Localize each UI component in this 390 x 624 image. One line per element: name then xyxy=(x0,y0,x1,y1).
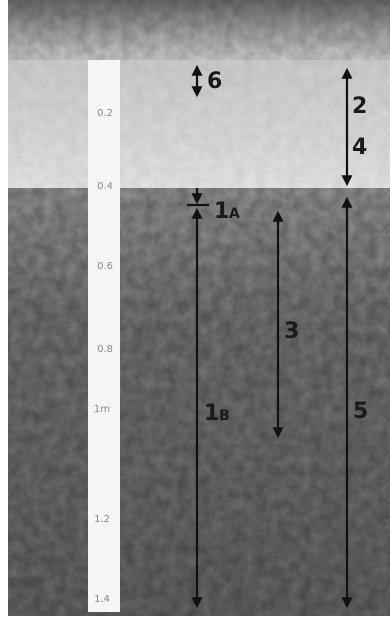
marker-label: 3 xyxy=(284,319,299,344)
ruler xyxy=(88,60,120,612)
lower-texture xyxy=(8,188,390,616)
ruler-label: 0.6 xyxy=(97,261,113,272)
grass-texture xyxy=(8,0,390,62)
marker-label: 1 xyxy=(204,401,219,426)
ruler-label: 0.4 xyxy=(97,181,113,192)
marker-label: 1 xyxy=(214,199,229,224)
marker-label: 4 xyxy=(352,135,367,160)
marker-sub: A xyxy=(229,206,240,222)
ruler-label: 0.8 xyxy=(97,344,113,355)
marker-label: 2 xyxy=(352,94,367,119)
ruler-label: 1.2 xyxy=(94,514,110,525)
ruler-label: 1.4 xyxy=(94,594,110,605)
marker-sub: B xyxy=(219,408,230,424)
upper-texture xyxy=(8,60,390,190)
marker-label: 6 xyxy=(207,69,222,94)
marker-label: 5 xyxy=(353,399,368,424)
ruler-label: 1m xyxy=(94,404,110,415)
soil-profile: 0.2 0.4 0.6 0.8 1m 1.2 1.4 6 2 4 1 A 1 B… xyxy=(0,0,390,624)
ruler-label: 0.2 xyxy=(97,108,113,119)
